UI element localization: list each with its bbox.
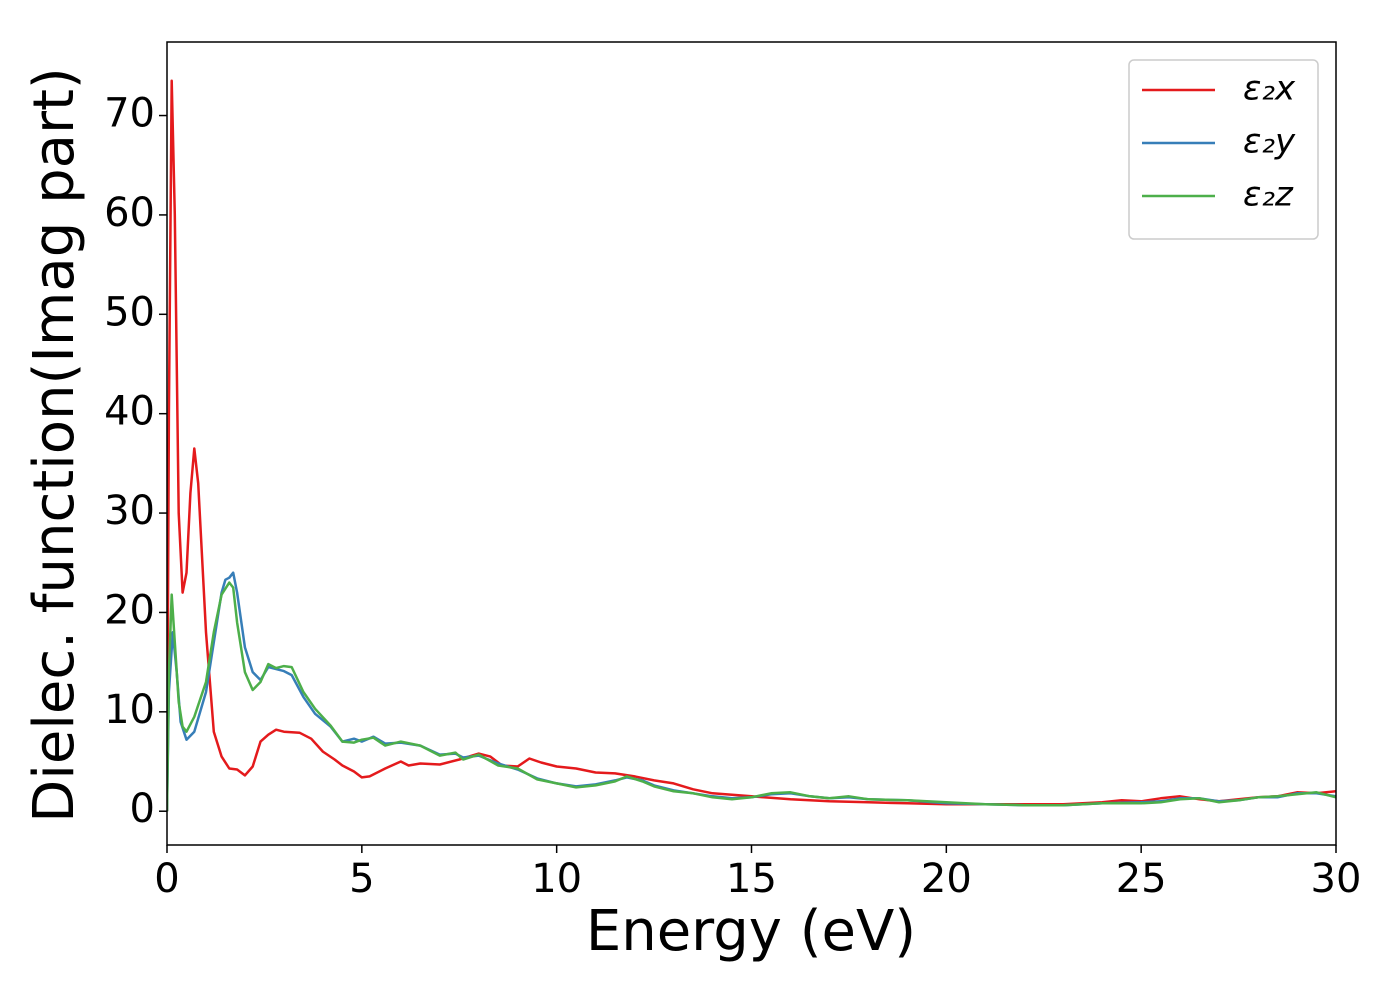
y-axis-label: Dielec. function(Imag part) (22, 67, 87, 823)
y-tick-label: 30 (104, 488, 155, 534)
y-tick-label: 0 (130, 786, 155, 832)
series-line (167, 571, 1336, 812)
y-tick-label: 40 (104, 389, 155, 435)
y-tick-label: 10 (104, 687, 155, 733)
x-tick-label: 5 (349, 856, 374, 902)
y-tick-label: 50 (104, 289, 155, 335)
series-line (167, 581, 1336, 812)
x-tick-label: 0 (154, 856, 179, 902)
legend-label: ε₂z (1243, 175, 1294, 215)
legend-label: ε₂x (1243, 69, 1296, 109)
x-tick-label: 15 (726, 856, 777, 902)
legend-box (1128, 59, 1319, 240)
x-tick-label: 20 (921, 856, 972, 902)
plot-frame (166, 41, 1337, 846)
x-axis-label: Energy (eV) (586, 899, 916, 964)
y-tick-label: 70 (104, 91, 155, 137)
x-tick-label: 25 (1116, 856, 1167, 902)
x-tick-label: 30 (1311, 856, 1362, 902)
legend-label: ε₂y (1243, 122, 1296, 162)
y-tick-label: 60 (104, 190, 155, 236)
y-tick-label: 20 (104, 587, 155, 633)
x-tick-label: 10 (531, 856, 582, 902)
